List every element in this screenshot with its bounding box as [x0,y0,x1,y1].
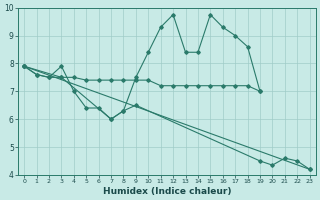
X-axis label: Humidex (Indice chaleur): Humidex (Indice chaleur) [103,187,231,196]
